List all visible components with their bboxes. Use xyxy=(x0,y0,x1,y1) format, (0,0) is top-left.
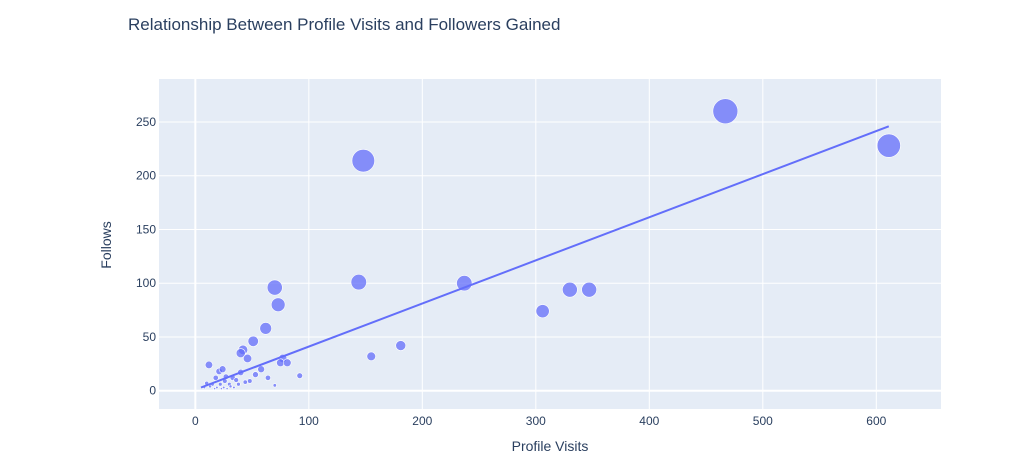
data-point xyxy=(270,297,286,312)
x-tick-label: 500 xyxy=(753,414,773,428)
data-point xyxy=(242,353,253,364)
y-tick-label: 50 xyxy=(143,330,157,344)
data-point xyxy=(296,372,303,379)
data-point xyxy=(581,281,597,298)
y-tick-label: 200 xyxy=(136,169,156,183)
data-point xyxy=(236,382,241,387)
data-point xyxy=(266,279,283,296)
y-tick-label: 150 xyxy=(136,222,156,236)
data-point xyxy=(218,365,227,373)
data-point xyxy=(259,322,272,335)
data-point xyxy=(282,358,292,368)
data-point xyxy=(225,387,229,390)
data-points xyxy=(202,98,901,390)
data-point xyxy=(235,348,246,358)
data-point xyxy=(247,378,253,384)
data-point xyxy=(395,340,407,351)
y-tick-label: 0 xyxy=(149,384,156,398)
data-point xyxy=(247,335,259,347)
data-point xyxy=(220,387,223,390)
data-point xyxy=(350,274,367,291)
data-point xyxy=(712,98,739,125)
data-point xyxy=(242,379,248,385)
data-point xyxy=(204,360,214,370)
x-tick-label: 600 xyxy=(866,414,886,428)
data-point xyxy=(252,371,259,378)
x-tick-label: 100 xyxy=(299,414,319,428)
data-point xyxy=(272,383,277,388)
gridlines xyxy=(159,79,941,409)
data-point xyxy=(222,385,226,390)
y-tick-label: 100 xyxy=(136,276,156,290)
data-point xyxy=(562,281,578,298)
trendline xyxy=(200,125,890,389)
x-axis-title: Profile Visits xyxy=(512,438,589,454)
data-point xyxy=(232,385,236,390)
data-point xyxy=(212,374,219,381)
data-point xyxy=(876,133,901,158)
trendline-layer xyxy=(200,125,890,389)
data-point xyxy=(213,387,217,390)
data-point xyxy=(456,275,473,292)
data-point xyxy=(366,351,376,362)
y-axis-title: Follows xyxy=(98,221,114,268)
x-tick-label: 0 xyxy=(192,414,199,428)
data-point xyxy=(228,384,233,389)
y-tick-label: 250 xyxy=(136,115,156,129)
x-tick-label: 400 xyxy=(639,414,659,428)
x-tick-label: 200 xyxy=(412,414,432,428)
data-point xyxy=(257,365,265,373)
data-point xyxy=(264,374,271,381)
data-point xyxy=(215,385,219,390)
chart-title: Relationship Between Profile Visits and … xyxy=(128,15,560,34)
data-point xyxy=(233,377,239,383)
tick-labels: 0 100 200 300 400 500 600 0 50 100 150 200 250 xyxy=(136,115,887,428)
data-point xyxy=(535,304,550,319)
x-tick-label: 300 xyxy=(526,414,546,428)
data-point xyxy=(218,382,223,387)
data-point xyxy=(351,149,375,173)
